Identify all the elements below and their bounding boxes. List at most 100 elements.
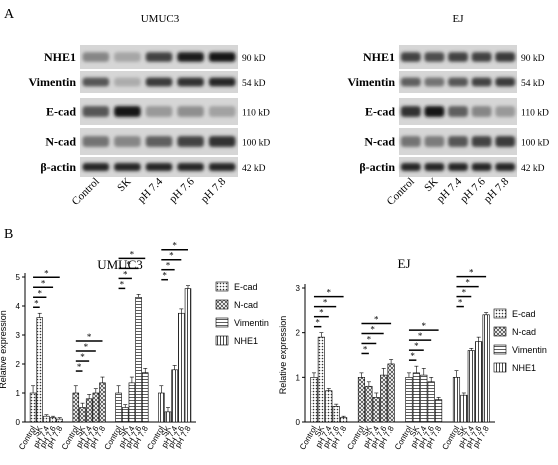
band-size-label: 90 kD [242, 54, 266, 64]
blot-band [471, 163, 492, 171]
band-size-label: 110 kD [521, 109, 549, 119]
band-size-label: 54 kD [242, 79, 266, 89]
protein-label: β-actin [40, 160, 76, 174]
blot-band [82, 136, 110, 147]
band-size-label: 100 kD [242, 139, 270, 149]
protein-label: N-cad [45, 135, 76, 149]
bar [184, 288, 192, 423]
y-tick-label: 2 [296, 329, 301, 338]
blot-band [82, 163, 110, 171]
blot-band [145, 77, 173, 87]
y-tick-label: 0 [296, 418, 301, 427]
band-size-label: 110 kD [242, 109, 270, 119]
panel-label-a: A [4, 7, 15, 22]
y-tick-label: 2 [16, 360, 21, 369]
bar [310, 377, 318, 423]
blot-band [114, 163, 141, 171]
bar [56, 418, 63, 423]
lane-label: pH 7.6 [458, 175, 488, 205]
lane-label: Control [385, 176, 417, 208]
blot-band [471, 136, 492, 147]
bar [135, 296, 142, 423]
significance-star: * [374, 314, 379, 324]
legend-label: N-cad [512, 327, 536, 337]
legend-label: NHE1 [512, 363, 536, 373]
blot-band [495, 136, 516, 147]
lane-label: SK [422, 176, 440, 194]
bar [99, 382, 106, 423]
significance-star: * [370, 324, 375, 334]
bar [357, 377, 366, 423]
blot-band [82, 106, 110, 117]
protein-label: N-cad [364, 135, 395, 149]
blot-band [495, 163, 516, 171]
blot-band [208, 163, 236, 171]
bar [142, 372, 149, 423]
blot-band [145, 136, 173, 147]
band-size-label: 54 kD [521, 79, 545, 89]
blot-band [177, 106, 204, 117]
significance-star: * [41, 278, 46, 288]
y-tick-label: 3 [296, 284, 301, 293]
lane-label: pH 7.8 [482, 175, 512, 205]
lane-label: pH 7.4 [434, 175, 464, 205]
y-tick-label: 5 [16, 273, 21, 282]
bar [36, 317, 43, 423]
blot-band [82, 52, 110, 62]
blot-band [471, 106, 492, 117]
significance-star: * [414, 341, 419, 351]
bar [164, 411, 172, 423]
y-tick-label: 1 [16, 389, 21, 398]
blot-band [208, 77, 236, 87]
blot-band [177, 77, 204, 87]
blot-band [208, 136, 236, 147]
significance-star: * [126, 259, 131, 269]
legend-label: NHE1 [234, 336, 258, 346]
bar [475, 341, 483, 423]
blot-band [424, 106, 445, 117]
blot-band [145, 163, 173, 171]
blot-1: EJ NHE1 90 kD Vimentin 54 kD E-cad 110 kD N-cad… [347, 13, 549, 208]
protein-label: E-cad [365, 105, 395, 119]
legend-swatch [493, 308, 507, 319]
legend-swatch [493, 326, 507, 337]
bar [79, 407, 86, 423]
bar [427, 381, 435, 423]
legend-label: N-cad [234, 300, 258, 310]
bar [29, 392, 37, 423]
blot-title-0: UMUC3 [141, 13, 180, 25]
blot-band [114, 77, 141, 87]
protein-label: β-actin [359, 160, 395, 174]
legend-swatch [493, 362, 507, 373]
blot-band [177, 163, 204, 171]
protein-label: NHE1 [44, 50, 76, 64]
significance-star: * [130, 249, 135, 259]
significance-star: * [465, 278, 470, 288]
blot-band [495, 106, 516, 117]
bar [452, 377, 461, 423]
legend-swatch [215, 317, 229, 328]
bar [325, 390, 333, 423]
lane-label: SK [115, 176, 133, 194]
bar [332, 406, 340, 423]
blot-band [448, 77, 468, 87]
y-tick-label: 0 [16, 418, 21, 427]
blot-title-1: EJ [453, 13, 465, 25]
legend-swatch [215, 335, 229, 346]
blot-band [400, 136, 421, 147]
band-size-label: 42 kD [521, 164, 545, 174]
blot-band [400, 106, 421, 117]
significance-star: * [367, 334, 372, 344]
blot-band [424, 52, 445, 62]
legend-swatch [493, 344, 507, 355]
blot-band [400, 52, 421, 62]
bar [365, 385, 373, 423]
bar [317, 336, 325, 423]
protein-label: NHE1 [363, 50, 395, 64]
blot-band [177, 52, 204, 62]
significance-star: * [84, 342, 89, 352]
blot-band [82, 77, 110, 87]
y-tick-label: 1 [296, 373, 301, 382]
blot-band [424, 136, 445, 147]
